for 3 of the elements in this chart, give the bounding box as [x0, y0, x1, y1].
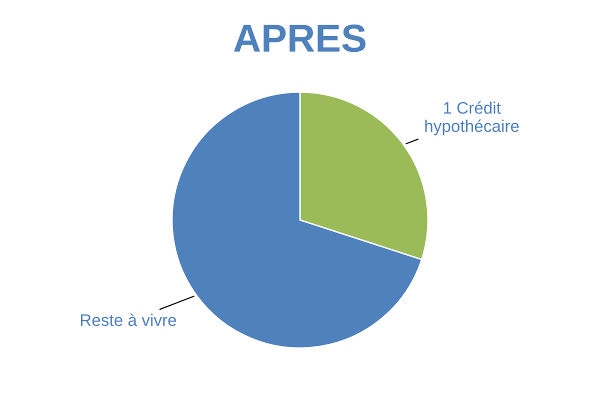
- chart-title: APRES: [234, 24, 366, 52]
- slice-label: Reste à vivre: [80, 314, 176, 326]
- slice-label: 1 Crédit hypothécaire: [425, 101, 519, 136]
